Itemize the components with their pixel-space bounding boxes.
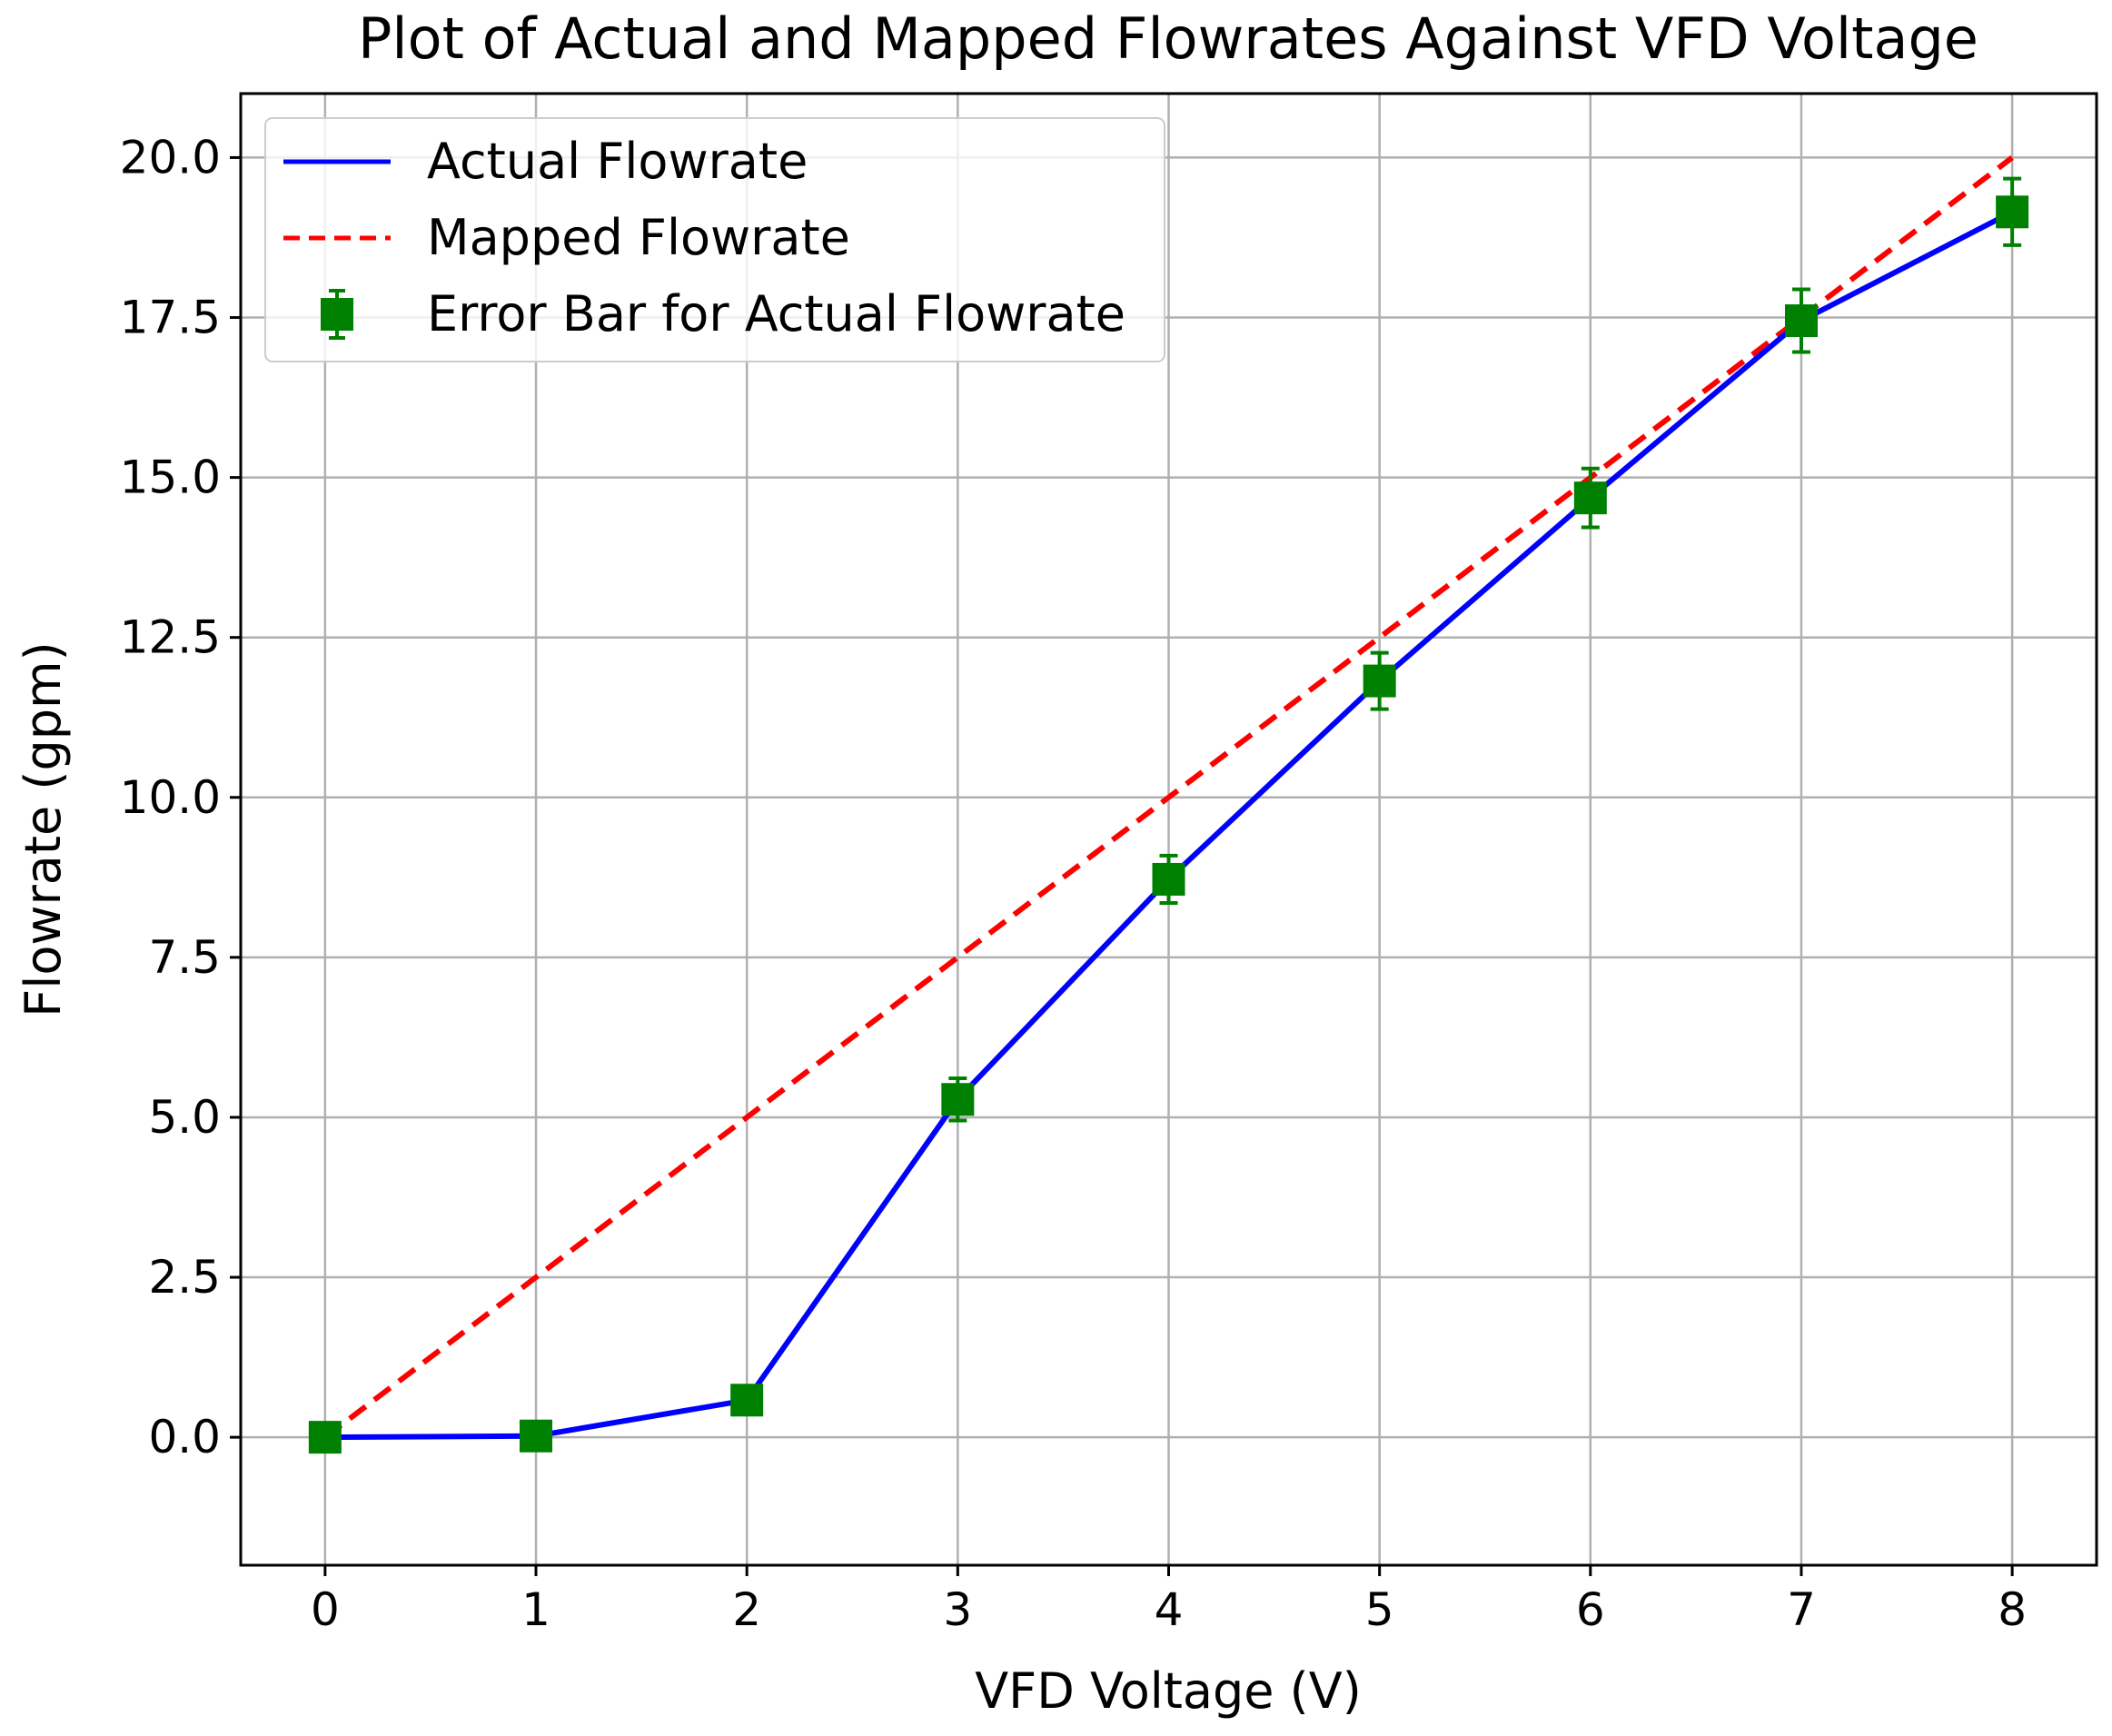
chart-title: Plot of Actual and Mapped Flowrates Agai… bbox=[358, 5, 1978, 72]
x-tick-label: 6 bbox=[1576, 1583, 1605, 1636]
x-axis-label: VFD Voltage (V) bbox=[975, 1662, 1362, 1720]
y-tick-label: 15.0 bbox=[120, 451, 221, 504]
x-tick-label: 2 bbox=[732, 1583, 761, 1636]
x-tick-label: 8 bbox=[1998, 1583, 2027, 1636]
actual-flowrate-marker bbox=[520, 1419, 553, 1453]
actual-flowrate-marker bbox=[1784, 304, 1818, 338]
plot-frame bbox=[239, 92, 2098, 1567]
y-tick-label: 2.5 bbox=[148, 1251, 221, 1304]
actual-flowrate-marker bbox=[730, 1384, 764, 1417]
x-tick-label: 7 bbox=[1787, 1583, 1816, 1636]
y-tick-label: 20.0 bbox=[120, 131, 221, 184]
x-tick-label: 3 bbox=[943, 1583, 972, 1636]
actual-flowrate-marker bbox=[1573, 481, 1607, 515]
y-tick-label: 7.5 bbox=[148, 931, 221, 984]
axes bbox=[230, 155, 2014, 1576]
actual-flowrate-marker bbox=[308, 1421, 342, 1454]
legend-label-mapped: Mapped Flowrate bbox=[427, 209, 850, 266]
y-tick-label: 12.5 bbox=[120, 611, 221, 664]
legend-box bbox=[264, 117, 1165, 362]
legend: Actual Flowrate Mapped Flowrate Error Ba… bbox=[264, 117, 1165, 362]
actual-flowrate-marker bbox=[1152, 862, 1185, 896]
x-tick-label: 0 bbox=[311, 1583, 340, 1636]
legend-label-actual: Actual Flowrate bbox=[427, 133, 808, 190]
plot-series bbox=[308, 155, 2029, 1454]
y-tick-label: 0.0 bbox=[148, 1411, 221, 1463]
actual-flowrate-marker bbox=[1363, 664, 1396, 698]
tick-labels: 0 1 2 3 4 5 6 7 8 0.0 2.5 5.0 7.5 10.0 12.5 15.0 17.5 20.… bbox=[120, 131, 2027, 1636]
x-tick-label: 1 bbox=[521, 1583, 550, 1636]
y-tick-label: 5.0 bbox=[148, 1091, 221, 1144]
mapped-flowrate-line bbox=[323, 155, 2014, 1440]
y-tick-label: 17.5 bbox=[120, 292, 221, 344]
legend-label-errorbar: Error Bar for Actual Flowrate bbox=[427, 285, 1125, 342]
actual-flowrate-marker bbox=[1996, 195, 2029, 229]
x-tick-label: 4 bbox=[1155, 1583, 1184, 1636]
y-axis-label: Flowrate (gpm) bbox=[15, 641, 72, 1017]
x-tick-label: 5 bbox=[1365, 1583, 1394, 1636]
y-tick-label: 10.0 bbox=[120, 771, 221, 824]
actual-flowrate-marker bbox=[941, 1083, 975, 1116]
legend-swatch-errorbar bbox=[321, 289, 353, 340]
